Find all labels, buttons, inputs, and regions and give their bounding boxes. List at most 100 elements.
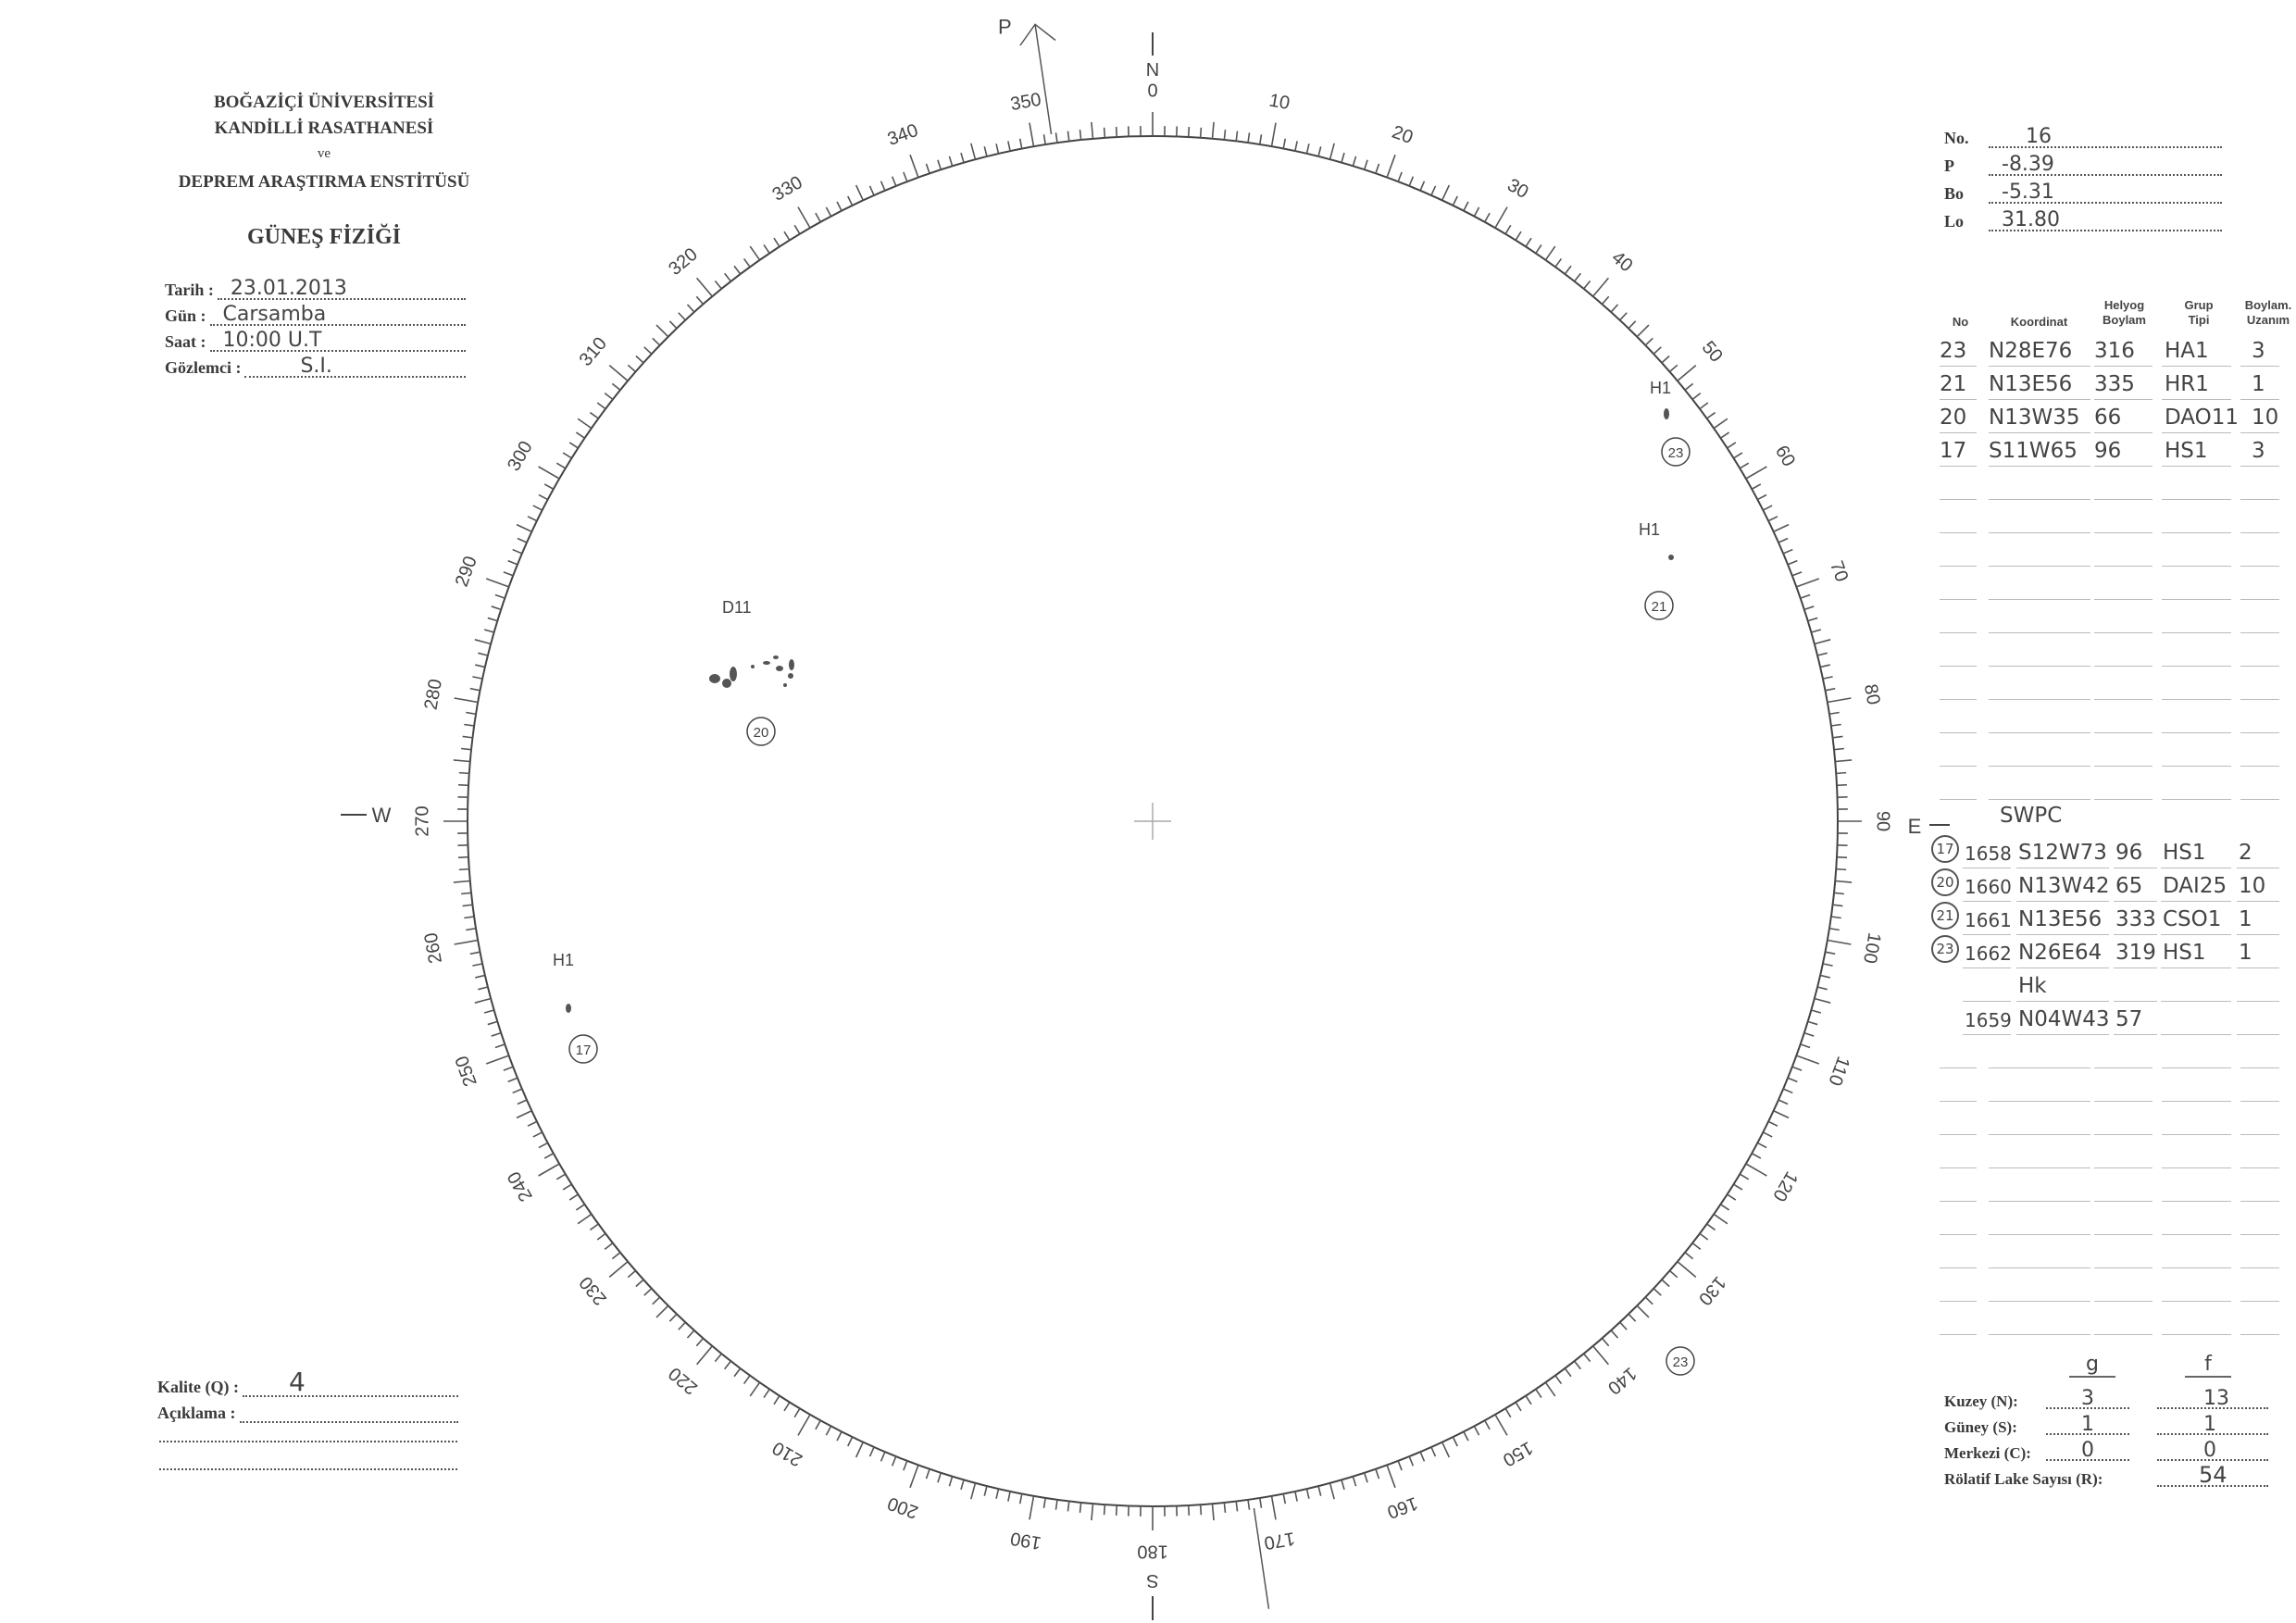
row-rule	[2094, 699, 2152, 700]
empty-row[interactable]	[0, 500, 2296, 533]
scale-tick	[472, 963, 483, 967]
west-label: W	[372, 804, 392, 827]
count-field[interactable]: 3	[2046, 1387, 2129, 1410]
field-gun[interactable]: Gün : Carsamba	[165, 303, 466, 326]
empty-row[interactable]	[0, 767, 2296, 800]
empty-row[interactable]	[0, 533, 2296, 567]
row-rule	[1989, 1301, 2090, 1302]
scale-tick	[678, 312, 686, 321]
scale-tick	[1773, 1110, 1790, 1119]
scale-tick	[1564, 1367, 1572, 1378]
scale-tick	[1830, 723, 1841, 727]
empty-row[interactable]	[0, 567, 2296, 600]
scale-tick	[475, 974, 486, 979]
field-bo[interactable]: Bo -5.31	[1944, 181, 2222, 204]
field-aciklama[interactable]: Açıklama :	[157, 1401, 458, 1423]
scale-tick	[643, 1288, 653, 1296]
p-axis-label: P	[998, 15, 1012, 38]
row-rule	[1940, 466, 1977, 467]
empty-row[interactable]	[0, 1235, 2296, 1268]
scale-tick	[1782, 548, 1793, 555]
empty-row[interactable]	[0, 1168, 2296, 1202]
scale-tick	[589, 1223, 599, 1231]
empty-row[interactable]	[0, 600, 2296, 633]
scale-tick	[1386, 154, 1396, 178]
field-lo[interactable]: Lo 31.80	[1944, 208, 2222, 231]
scale-tick	[783, 1402, 791, 1412]
swpc-row[interactable]: 1659 N04W43 57	[0, 1002, 2296, 1035]
field-value: S.I.	[300, 355, 332, 378]
swpc-row[interactable]: 17 1658 S12W73 96 HS1 2	[0, 835, 2296, 868]
count-field[interactable]: 1	[2157, 1413, 2268, 1436]
count-row[interactable]: Kuzey (N): 3 13	[1944, 1387, 2277, 1411]
empty-row[interactable]	[0, 1202, 2296, 1235]
scale-tick	[995, 1488, 1000, 1499]
count-field[interactable]: 1	[2046, 1413, 2129, 1436]
scale-tick	[1091, 121, 1094, 139]
table-cell: N28E76	[1989, 339, 2073, 363]
empty-row[interactable]	[0, 1135, 2296, 1168]
scale-tick	[627, 364, 637, 373]
table-cell: Hk	[2018, 974, 2047, 998]
field-p[interactable]: P -8.39	[1944, 153, 2222, 176]
scale-tick	[485, 578, 509, 588]
count-field[interactable]: 13	[2157, 1387, 2268, 1410]
table-row[interactable]: 23 N28E76 316 HA1 3	[0, 333, 2296, 367]
empty-row[interactable]	[0, 633, 2296, 667]
scale-tick	[1816, 986, 1828, 991]
field-gozlemci[interactable]: Gözlemci : S.I.	[165, 355, 466, 378]
empty-row[interactable]	[0, 1268, 2296, 1302]
field-no[interactable]: No. 16	[1944, 125, 2222, 148]
count-field[interactable]: 54	[2157, 1462, 2268, 1488]
scale-tick	[880, 181, 886, 192]
count-row[interactable]: Güney (S): 1 1	[1944, 1413, 2277, 1437]
scale-tick	[903, 1460, 908, 1471]
empty-row[interactable]	[0, 733, 2296, 767]
scale-tick	[825, 206, 832, 217]
scale-tick	[532, 505, 543, 511]
scale-tick	[1653, 346, 1662, 355]
table-row[interactable]: 20 N13W35 66 DAO11 10	[0, 400, 2296, 433]
field-saat[interactable]: Saat : 10:00 U.T	[165, 329, 466, 352]
scale-tick	[1294, 141, 1298, 152]
scale-tick	[1463, 201, 1469, 212]
scale-tick	[1341, 1479, 1345, 1491]
scale-tick	[1807, 1020, 1818, 1026]
aciklama-line[interactable]	[159, 1468, 457, 1470]
table-header: Helyog Boylam	[2103, 298, 2146, 327]
scale-tick	[1691, 1242, 1702, 1250]
scale-tick	[1282, 138, 1287, 149]
swpc-row[interactable]: 20 1660 N13W42 65 DAI25 10	[0, 868, 2296, 902]
aciklama-line[interactable]	[159, 1441, 457, 1442]
table-row[interactable]: 21 N13E56 335 HR1 1	[0, 367, 2296, 400]
table-cell: 333	[2115, 907, 2156, 931]
empty-row[interactable]	[0, 1068, 2296, 1102]
swpc-row[interactable]: 23 1662 N26E64 319 HS1 1	[0, 935, 2296, 968]
count-field[interactable]: 0	[2157, 1439, 2268, 1462]
empty-row[interactable]	[0, 1035, 2296, 1068]
table-cell: N13W35	[1989, 406, 2080, 430]
scale-tick	[1305, 144, 1310, 155]
group-circle	[1644, 591, 1674, 620]
scale-tick	[462, 735, 473, 739]
empty-row[interactable]	[0, 700, 2296, 733]
empty-row[interactable]	[0, 1102, 2296, 1135]
empty-row[interactable]	[0, 1302, 2296, 1335]
scale-label: 220	[665, 1363, 702, 1398]
swpc-row[interactable]: Hk	[0, 968, 2296, 1002]
swpc-row[interactable]: 21 1661 N13E56 333 CSO1 1	[0, 902, 2296, 935]
empty-row[interactable]	[0, 667, 2296, 700]
scale-tick	[1187, 1504, 1191, 1517]
scale-tick	[555, 462, 567, 469]
scale-tick	[643, 346, 653, 355]
table-row[interactable]: 17 S11W65 96 HS1 3	[0, 433, 2296, 467]
row-rule	[2094, 599, 2152, 600]
field-tarih[interactable]: Tarih : 23.01.2013	[165, 277, 466, 300]
relative-sunspot-number[interactable]: Rölatif Lake Sayısı (R): 54	[1944, 1462, 2277, 1489]
field-kalite[interactable]: Kalite (Q) : 4	[157, 1367, 458, 1397]
empty-row[interactable]	[0, 467, 2296, 500]
scale-tick	[543, 483, 555, 490]
count-row[interactable]: Merkezi (C): 0 0	[1944, 1439, 2277, 1463]
count-field[interactable]: 0	[2046, 1439, 2129, 1462]
p-axis-line	[1253, 1507, 1270, 1609]
